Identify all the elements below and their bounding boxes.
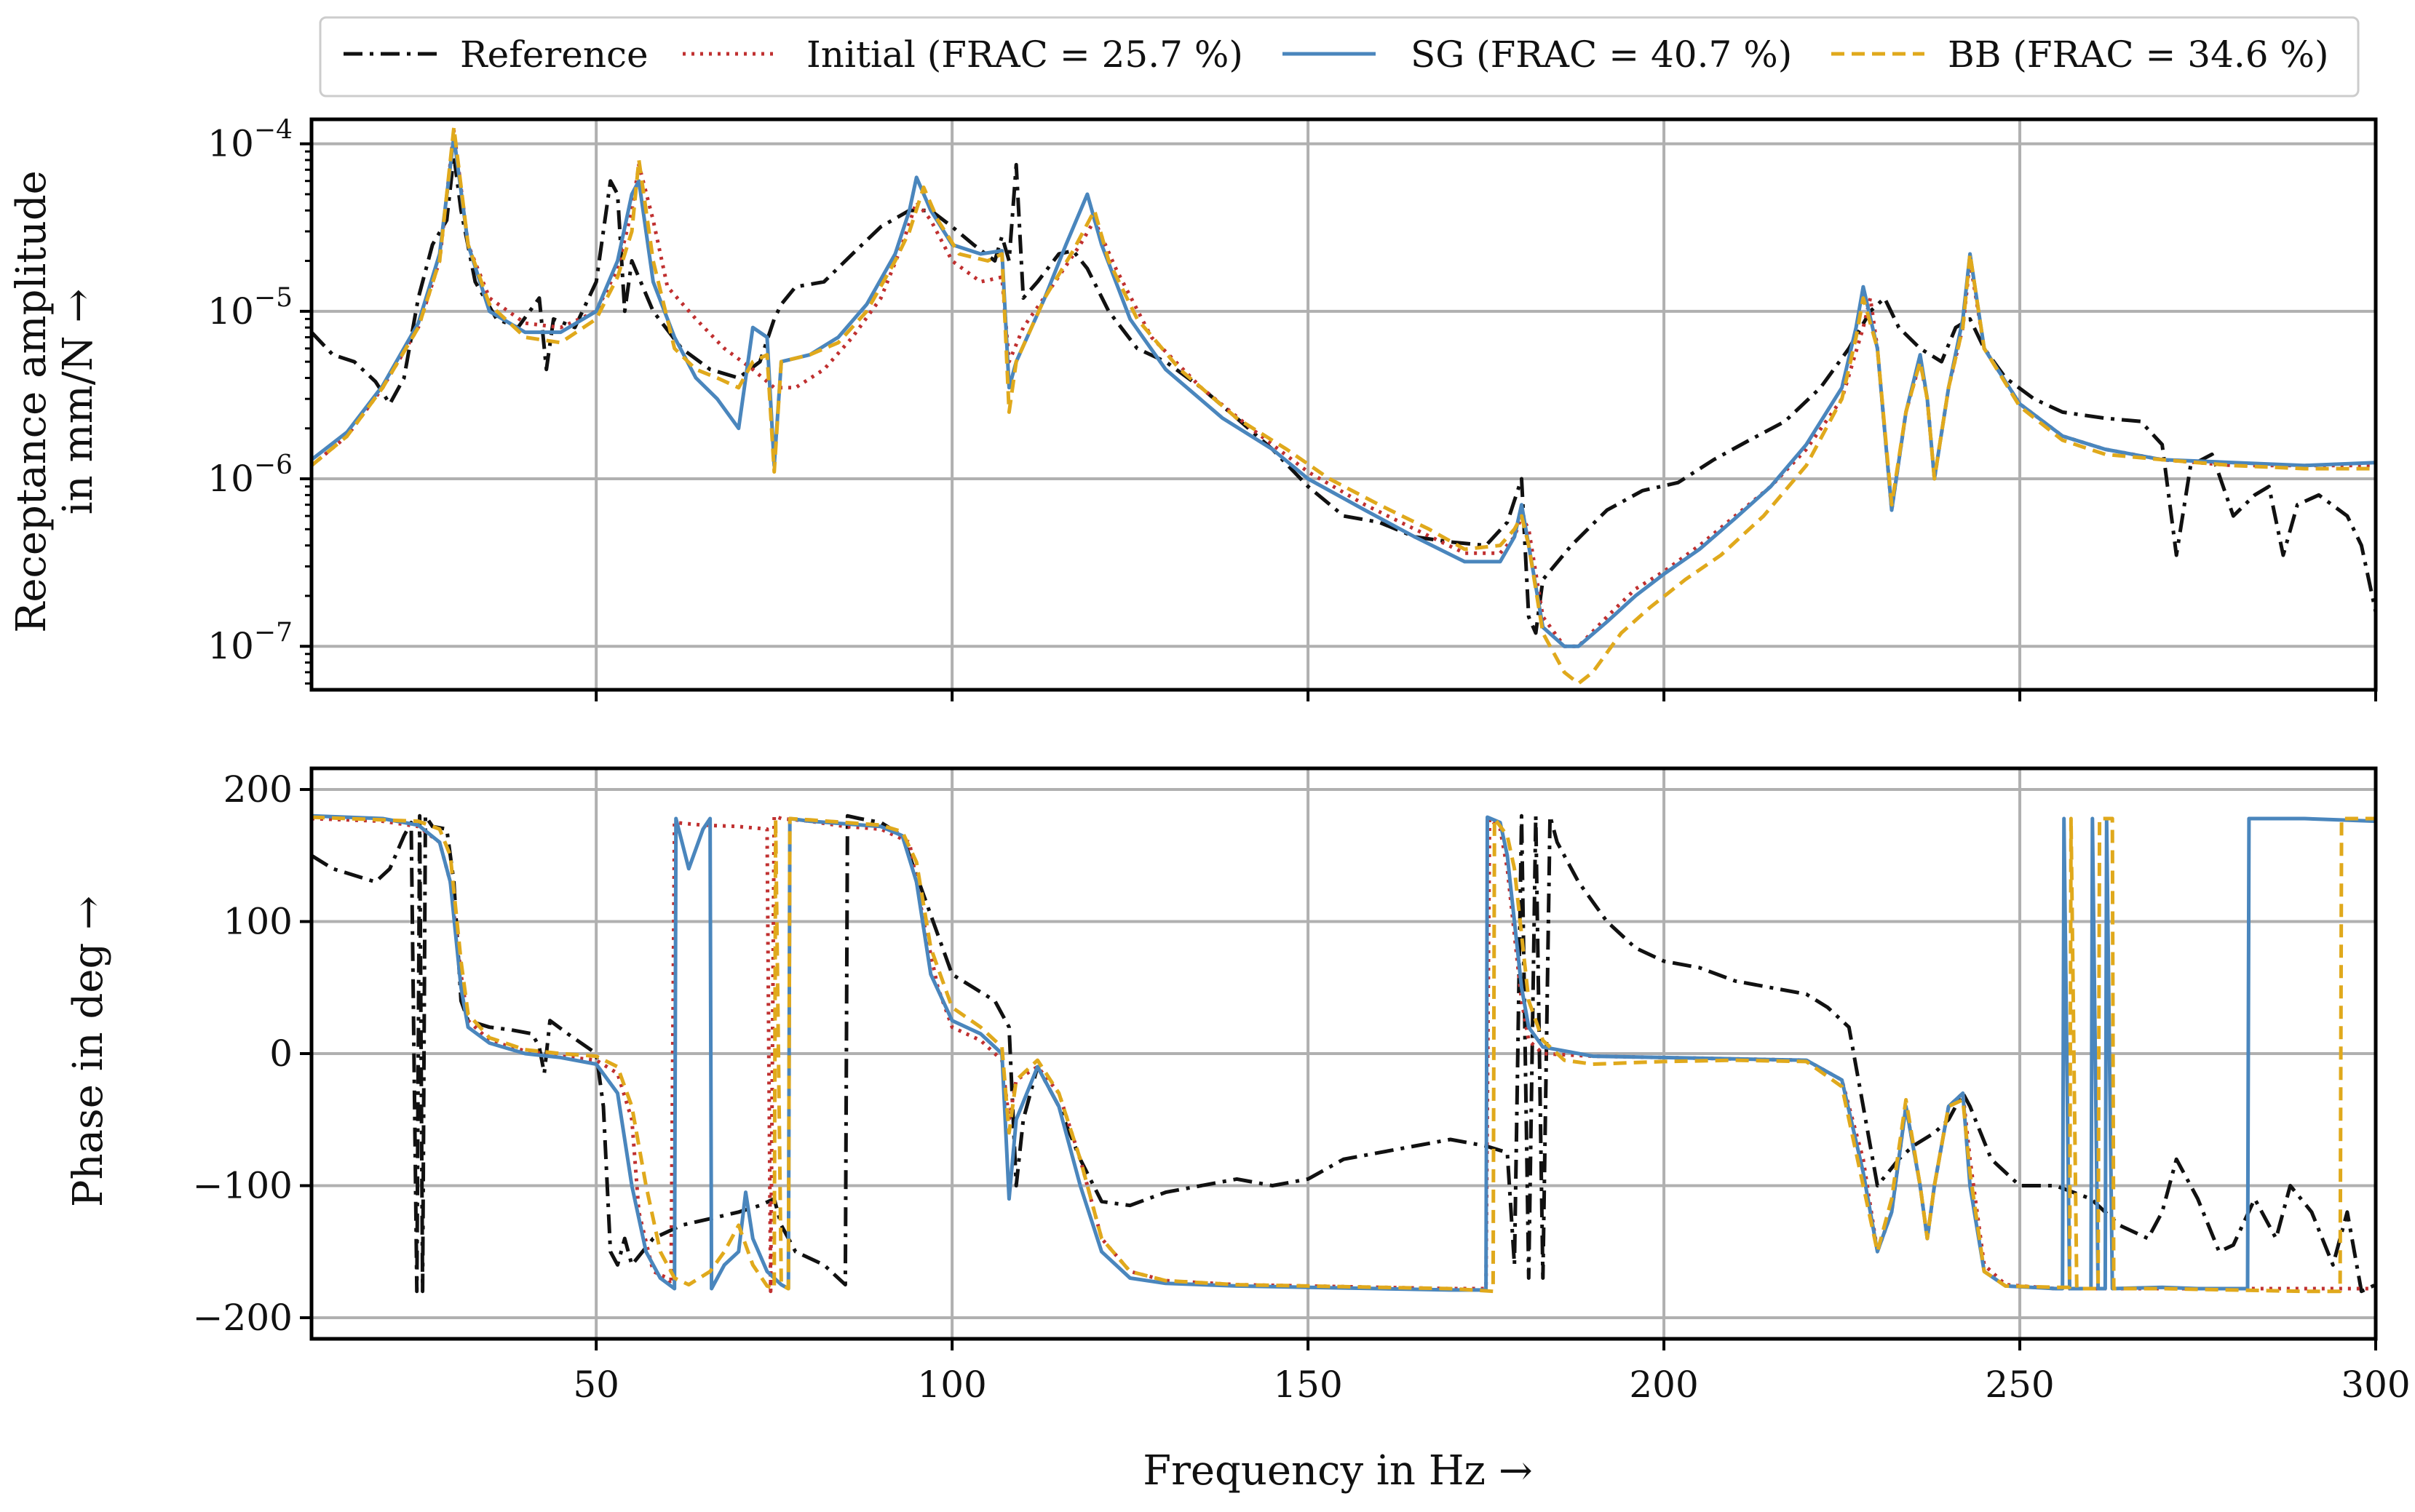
phase-y-ticks: −200 −100 0 100 200 [193, 768, 312, 1339]
legend-frame [319, 16, 2360, 98]
x-tick-label: 300 [2341, 1364, 2410, 1406]
y-tick-label: 10−6 [207, 450, 293, 500]
phase-y-label: Phase in deg → [65, 896, 112, 1207]
amplitude-axes-frame [309, 117, 2378, 692]
legend-entry-reference: Reference [344, 33, 649, 76]
y-tick-label: 10−7 [207, 618, 293, 667]
legend-label-initial: Initial (FRAC = 25.7 %) [806, 33, 1243, 76]
legend: Reference Initial (FRAC = 25.7 %) SG (FR… [319, 16, 2360, 98]
series-line-phase-bb [312, 815, 2376, 1294]
amplitude-panel: 10−7 10−6 10−5 10−4 Receptance amplitude in… [8, 116, 2378, 701]
series-line-amplitude-reference [312, 154, 2376, 635]
y-tick-label: 0 [269, 1032, 293, 1075]
series-line-phase-sg [312, 813, 2376, 1292]
phase-grid [312, 768, 2377, 1339]
x-tick-label: 150 [1273, 1364, 1342, 1406]
legend-entry-initial: Initial (FRAC = 25.7 %) [683, 33, 1243, 76]
x-axis-label: Frequency in Hz → [1143, 1447, 1533, 1495]
y-tick-label: −200 [193, 1297, 293, 1339]
amplitude-y-label-line1: Receptance amplitude [8, 170, 55, 633]
y-tick-label: 10−5 [207, 283, 293, 333]
x-tick-label: 250 [1985, 1364, 2054, 1406]
x-tick-label: 50 [573, 1364, 619, 1406]
y-tick-label: 100 [223, 901, 293, 943]
x-tick-label: 200 [1629, 1364, 1698, 1406]
phase-x-ticks: 50 100 150 200 250 300 [573, 1339, 2411, 1406]
legend-label-sg: SG (FRAC = 40.7 %) [1411, 33, 1792, 76]
amplitude-y-ticks: 10−7 10−6 10−5 10−4 [207, 116, 312, 685]
legend-label-bb: BB (FRAC = 34.6 %) [1948, 33, 2329, 76]
legend-entry-sg: SG (FRAC = 40.7 %) [1282, 33, 1792, 76]
x-tick-label: 100 [917, 1364, 986, 1406]
phase-plot-area [312, 813, 2376, 1294]
series-line-amplitude-bb [312, 125, 2376, 685]
amplitude-grid [312, 119, 2377, 690]
amplitude-y-label-line2: in mm/N → [55, 289, 102, 515]
phase-panel: −200 −100 0 100 200 50 100 150 200 250 300 Phase … [65, 766, 2411, 1406]
y-tick-label: 10−4 [207, 116, 293, 165]
y-tick-label: −100 [193, 1164, 293, 1206]
y-tick-label: 200 [223, 768, 293, 811]
legend-label-reference: Reference [460, 33, 649, 76]
series-line-amplitude-sg [312, 135, 2376, 648]
amplitude-x-ticks [595, 690, 2377, 701]
amplitude-plot-area [312, 125, 2376, 685]
series-line-amplitude-initial [312, 128, 2376, 648]
legend-entry-bb: BB (FRAC = 34.6 %) [1831, 33, 2329, 76]
